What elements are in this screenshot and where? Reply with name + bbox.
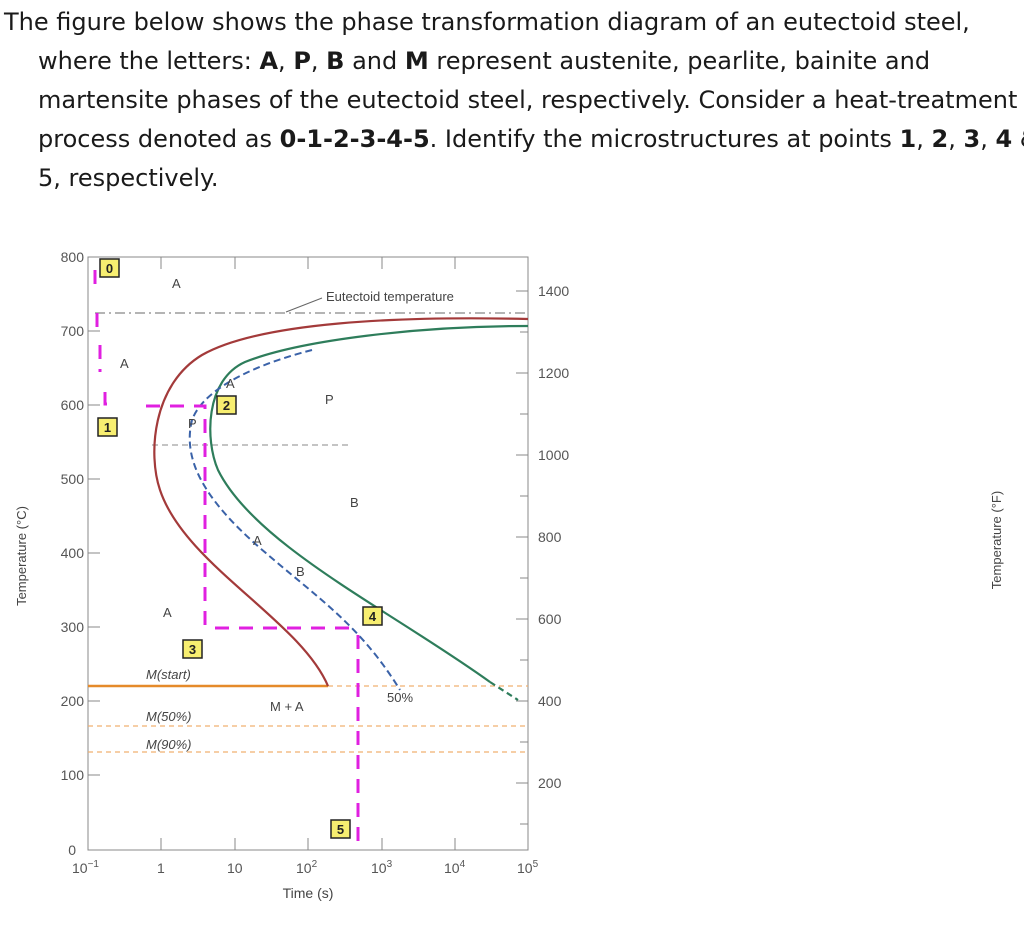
x-tick-1: 1: [157, 860, 165, 876]
right-axis-label: Temperature (°F): [989, 491, 1004, 589]
right-tick-800: 800: [538, 529, 562, 545]
question-line-5: 5, respectively.: [38, 164, 219, 192]
heat-treatment-path: [93, 270, 360, 842]
label-fifty-percent: 50%: [387, 690, 413, 705]
left-tick-0: 0: [68, 842, 76, 858]
left-axis-label: Temperature (°C): [14, 506, 29, 606]
question-line-2: where the letters: A, P, B and M represe…: [38, 47, 931, 75]
eutectoid-pointer: [285, 297, 323, 313]
fifty-percent-curve: [188, 349, 401, 691]
finish-curve-dashed: [489, 681, 519, 701]
x-tick-10000: 104: [444, 859, 466, 876]
left-tick-800: 800: [61, 249, 85, 265]
label-a-bottom: A: [163, 605, 172, 620]
start-curve: [153, 317, 529, 687]
x-axis-label: Time (s): [283, 885, 334, 901]
point-3: 3: [182, 639, 203, 659]
label-a-curve: A: [226, 376, 235, 391]
right-tick-1000: 1000: [538, 447, 569, 463]
label-p-mid: P: [188, 416, 197, 431]
question-line-4: process denoted as 0-1-2-3-4-5. Identify…: [38, 125, 1024, 153]
right-tick-400: 400: [538, 693, 562, 709]
svg-text:3: 3: [189, 642, 196, 657]
point-5: 5: [330, 819, 351, 839]
x-tick-100: 102: [296, 859, 318, 876]
question-line-1: The figure below shows the phase transfo…: [4, 8, 970, 36]
label-a-lower: A: [253, 533, 262, 548]
right-tick-600: 600: [538, 611, 562, 627]
point-0: 0: [99, 258, 120, 278]
label-b-lower: B: [296, 564, 305, 579]
label-a-left: A: [120, 356, 129, 371]
x-tick-100000: 105: [517, 859, 539, 876]
finish-curve: [209, 324, 529, 683]
right-axis: 1400 1200 1000 800 600 400 200: [516, 283, 569, 825]
left-tick-400: 400: [61, 545, 85, 561]
label-p-upper: P: [325, 392, 334, 407]
x-tick-labels: 10−1 1 10 102 103 104 105: [72, 859, 539, 876]
label-a-top: A: [172, 276, 181, 291]
left-tick-300: 300: [61, 619, 85, 635]
question-line-3: martensite phases of the eutectoid steel…: [38, 86, 1018, 114]
left-tick-600: 600: [61, 397, 85, 413]
label-m-50: M(50%): [146, 709, 192, 724]
point-1: 1: [97, 417, 118, 437]
svg-text:2: 2: [223, 398, 230, 413]
right-tick-200: 200: [538, 775, 562, 791]
left-tick-100: 100: [61, 767, 85, 783]
label-b: B: [350, 495, 359, 510]
left-axis: 800 700 600 500 400 300 200 100 0: [61, 249, 100, 858]
label-eutectoid: Eutectoid temperature: [326, 289, 454, 304]
x-axis: [160, 257, 456, 850]
right-tick-1400: 1400: [538, 283, 569, 299]
svg-text:5: 5: [337, 822, 344, 837]
left-tick-700: 700: [61, 323, 85, 339]
point-4: 4: [362, 606, 383, 626]
point-2: 2: [216, 395, 237, 415]
x-tick-10: 10: [227, 860, 243, 876]
plot-frame: [87, 256, 529, 851]
left-tick-500: 500: [61, 471, 85, 487]
x-tick-0.1: 10−1: [72, 859, 99, 876]
right-tick-1200: 1200: [538, 365, 569, 381]
label-m-start: M(start): [146, 667, 191, 682]
left-tick-200: 200: [61, 693, 85, 709]
label-m-90: M(90%): [146, 737, 192, 752]
x-tick-1000: 103: [371, 859, 393, 876]
svg-text:0: 0: [106, 261, 113, 276]
label-m-plus-a: M + A: [270, 699, 304, 714]
svg-text:4: 4: [369, 609, 377, 624]
svg-text:1: 1: [104, 420, 111, 435]
